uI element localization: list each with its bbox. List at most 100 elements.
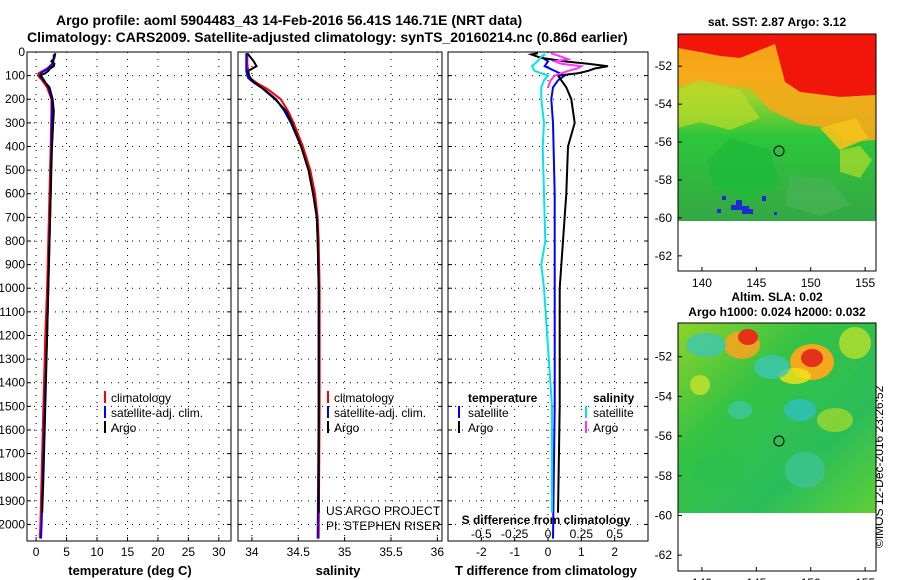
legend-climatology: climatology: [111, 391, 171, 405]
x-tick-label: 15: [121, 545, 135, 559]
series-line-t-argo: [527, 52, 609, 513]
temperature-panel: 0100200300400500600700800900100011001200…: [0, 45, 232, 578]
x-tick-label: 34.5: [287, 545, 311, 559]
legend-t-satellite: satellite: [468, 406, 509, 420]
lat-tick-label: -52: [655, 350, 673, 364]
pi-annotation: PI: STEPHEN RISER: [326, 519, 441, 533]
x-tick-label: 25: [182, 545, 196, 559]
x-tick-label: -1: [509, 545, 520, 559]
lon-tick-label: 140: [692, 576, 712, 580]
sst-map: sat. SST: 2.87 Argo: 3.12 140 145 150 155 -5…: [655, 15, 877, 290]
legend-satellite: satellite-adj. clim.: [111, 406, 203, 420]
lon-tick-label: 155: [855, 576, 875, 580]
s-difference-axis-label: S difference from climatology: [462, 513, 631, 527]
x-tick-label: 34: [245, 545, 259, 559]
depth-tick-label: 1300: [0, 352, 25, 366]
legend-climatology: climatology: [334, 391, 394, 405]
lon-tick-label: 155: [855, 276, 875, 290]
x2-tick-label: 0.25: [570, 527, 594, 541]
difference-panel: -2 -1 0 1 2 -0.5 -0.25 0 0.25 0.5 T difference fr…: [447, 51, 649, 578]
lon-tick-label: 145: [746, 276, 766, 290]
x-tick-label: 20: [151, 545, 165, 559]
depth-tick-label: 500: [5, 163, 25, 177]
title-line-2: Climatology: CARS2009. Satellite-adjuste…: [27, 29, 628, 45]
depth-tick-label: 1000: [0, 281, 25, 295]
depth-tick-label: 1700: [0, 447, 25, 461]
legend-salinity-title: salinity: [593, 391, 635, 405]
depth-tick-label: 600: [5, 187, 25, 201]
series-line-climatology: [246, 53, 321, 539]
x-tick-label: 2: [611, 545, 618, 559]
depth-tick-label: 200: [5, 92, 25, 106]
series-line-satellite-adj-clim-: [245, 53, 320, 539]
lat-tick-label: -60: [655, 508, 673, 522]
t-difference-axis-label: T difference from climatology: [455, 563, 638, 578]
legend-t-argo: Argo: [468, 421, 494, 435]
legend-temperature-title: temperature: [468, 391, 538, 405]
x2-tick-label: 0.5: [606, 527, 623, 541]
lon-tick-label: 150: [801, 276, 821, 290]
x-tick-label: 0: [545, 545, 552, 559]
x-tick-label: 5: [63, 545, 70, 559]
sla-map-subtitle: Argo h1000: 0.024 h2000: 0.032: [688, 305, 866, 319]
lat-tick-label: -54: [655, 97, 673, 111]
depth-tick-label: 300: [5, 116, 25, 130]
salinity-axis-label: salinity: [316, 563, 362, 578]
lat-tick-label: -56: [655, 429, 673, 443]
x2-tick-label: -0.25: [501, 527, 529, 541]
lon-tick-label: 140: [692, 276, 712, 290]
legend-satellite: satellite-adj. clim.: [334, 406, 426, 420]
x-tick-label: 30: [212, 545, 226, 559]
x-tick-label: 36: [431, 545, 445, 559]
depth-tick-label: 900: [5, 258, 25, 272]
argo-position-marker: [773, 435, 785, 447]
lat-tick-label: -62: [655, 548, 673, 562]
x-tick-label: 0: [33, 545, 40, 559]
salinity-panel: 34 34.5 35 35.5 36 salinity climatology sate…: [237, 51, 445, 578]
lat-tick-label: -62: [655, 249, 673, 263]
series-line-s-argo: [547, 52, 585, 88]
project-annotation: US ARGO PROJECT: [326, 504, 441, 518]
salinity-legend: climatology satellite-adj. clim. Argo: [327, 391, 426, 435]
lat-tick-label: -56: [655, 135, 673, 149]
lat-tick-label: -54: [655, 389, 673, 403]
x-tick-label: 35.5: [379, 545, 403, 559]
depth-tick-label: 400: [5, 139, 25, 153]
depth-tick-label: 1600: [0, 423, 25, 437]
legend-s-satellite: satellite: [593, 406, 634, 420]
difference-legend: temperature satellite Argo salinity sate…: [458, 391, 635, 435]
sst-map-title: sat. SST: 2.87 Argo: 3.12: [708, 15, 847, 29]
sla-map: Altim. SLA: 0.02 Argo h1000: 0.024 h2000…: [655, 290, 877, 580]
depth-tick-label: 1900: [0, 494, 25, 508]
legend-argo: Argo: [334, 421, 360, 435]
title-line-1: Argo profile: aoml 5904483_43 14-Feb-201…: [56, 12, 523, 28]
x-tick-label: 10: [90, 545, 104, 559]
lat-tick-label: -52: [655, 59, 673, 73]
x2-tick-label: 0: [545, 527, 552, 541]
legend-s-argo: Argo: [593, 421, 619, 435]
depth-tick-label: 1100: [0, 305, 25, 319]
depth-tick-label: 1400: [0, 376, 25, 390]
depth-tick-label: 1200: [0, 328, 25, 342]
temperature-legend: climatology satellite-adj. clim. Argo: [104, 391, 203, 435]
x2-tick-label: -0.5: [471, 527, 492, 541]
depth-tick-label: 800: [5, 234, 25, 248]
depth-tick-label: 1800: [0, 470, 25, 484]
x-tick-label: 1: [578, 545, 585, 559]
depth-tick-label: 700: [5, 210, 25, 224]
x-tick-label: 35: [338, 545, 352, 559]
sla-map-title: Altim. SLA: 0.02: [731, 290, 823, 304]
series-line-s-satellite: [530, 53, 553, 513]
legend-argo: Argo: [111, 421, 137, 435]
temperature-axis-label: temperature (deg C): [68, 563, 192, 578]
depth-tick-label: 1500: [0, 399, 25, 413]
lon-tick-label: 150: [801, 576, 821, 580]
series-line-t-satellite: [539, 53, 567, 539]
series-line-argo: [246, 52, 320, 513]
lat-tick-label: -58: [655, 469, 673, 483]
lon-tick-label: 145: [746, 576, 766, 580]
lat-tick-label: -58: [655, 173, 673, 187]
series-line-argo: [38, 52, 57, 513]
depth-tick-label: 2000: [0, 517, 25, 531]
